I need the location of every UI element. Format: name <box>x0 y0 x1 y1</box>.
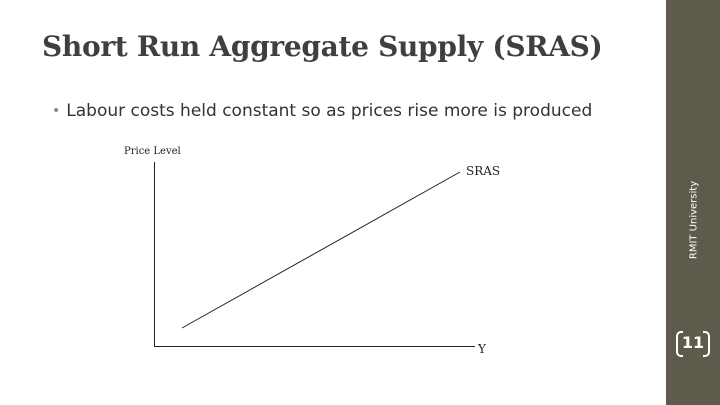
page-number: 11 <box>681 333 705 352</box>
x-axis-label: Y <box>478 342 486 356</box>
right-bracket-icon <box>703 331 710 357</box>
bullet-icon: • <box>52 103 61 119</box>
sras-curve <box>181 171 461 329</box>
slide-title: Short Run Aggregate Supply (SRAS) <box>42 30 603 63</box>
left-bracket-icon <box>676 331 683 357</box>
bullet-item: • Labour costs held constant so as prices… <box>52 101 592 121</box>
y-axis-label: Price Level <box>124 146 181 157</box>
sras-curve-label: SRAS <box>466 164 501 178</box>
sidebar-text: RMIT University <box>688 180 700 260</box>
bullet-text: Labour costs held constant so as prices … <box>66 101 593 121</box>
page-number-badge: 11 <box>676 330 710 357</box>
